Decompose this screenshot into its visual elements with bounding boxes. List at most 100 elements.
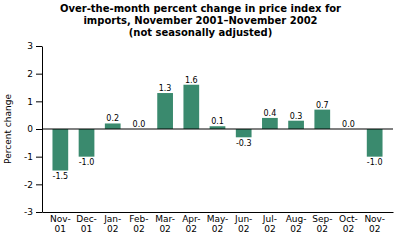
chart: Over-the-month percent change in price i…: [0, 0, 401, 238]
x-tick-label-line: 02: [238, 224, 249, 234]
x-tick-label: Nov-02: [364, 214, 385, 234]
y-tick-label: -3: [24, 207, 33, 217]
x-tick-label: Apr-02: [182, 214, 200, 234]
y-tick-mark: [36, 184, 42, 185]
x-tick-label-line: 01: [81, 224, 92, 234]
x-tick-label-line: 01: [55, 224, 66, 234]
x-tick-label-line: May-: [207, 214, 229, 224]
x-tick-label-line: Apr-: [182, 214, 200, 224]
y-axis: -3 -2 -1 0 1 2 3: [24, 41, 42, 217]
y-tick-label: -1: [24, 152, 33, 162]
x-tick-label: Oct-02: [339, 214, 358, 234]
x-tick: Sep-02: [312, 214, 332, 234]
x-tick-label-line: Oct-: [339, 214, 358, 224]
data-label: 0.7: [316, 101, 329, 110]
x-tick-label-line: Aug-: [286, 214, 307, 224]
x-tick-label: Sep-02: [312, 214, 332, 234]
y-tick-label: 3: [27, 41, 33, 51]
y-axis-label: Percent change: [3, 94, 13, 164]
x-tick: Jul-02: [262, 214, 277, 234]
y-tick-label: 0: [27, 124, 33, 134]
data-labels: -1.5-1.00.20.01.31.60.1-0.30.40.30.70.0-…: [53, 76, 383, 181]
x-tick-label-line: Feb-: [129, 214, 148, 224]
title: Over-the-month percent change in price i…: [60, 3, 341, 38]
title-line: Over-the-month percent change in price i…: [60, 3, 341, 14]
y-tick-label: -2: [24, 180, 33, 190]
y-tick: 0: [27, 124, 42, 134]
bar: [367, 129, 383, 157]
x-axis: Nov-01Dec-01Jan-02Feb-02Mar-02Apr-02May-…: [43, 213, 394, 235]
zero-line: [42, 129, 393, 130]
x-tick-label-line: 02: [107, 224, 118, 234]
x-tick-label: Jul-02: [262, 214, 277, 234]
data-label: 0.2: [106, 114, 119, 123]
x-tick: Apr-02: [182, 214, 200, 234]
x-tick-label-line: Nov-: [50, 214, 71, 224]
x-tick-label: Aug-02: [286, 214, 307, 234]
x-tick: Aug-02: [286, 214, 307, 234]
y-tick-mark: [36, 101, 42, 102]
x-tick: Dec-01: [76, 214, 97, 234]
x-tick: May-02: [207, 214, 229, 234]
y-tick-mark: [36, 74, 42, 75]
data-label: 0.0: [133, 120, 146, 129]
x-tick-label-line: 02: [186, 224, 197, 234]
y-tick-mark: [36, 129, 42, 130]
data-label: -1.5: [53, 172, 69, 181]
bar: [52, 129, 68, 171]
x-tick-label-line: 02: [212, 224, 223, 234]
x-tick-label-line: 02: [264, 224, 275, 234]
bar: [262, 118, 278, 129]
data-label: 0.3: [290, 112, 303, 121]
y-tick: 3: [27, 41, 42, 51]
y-tick: -2: [24, 180, 42, 190]
x-tick-label-line: Dec-: [76, 214, 97, 224]
bar: [183, 85, 199, 129]
data-label: 0.4: [264, 109, 277, 118]
x-tick-label-line: Nov-: [364, 214, 385, 224]
bar: [79, 129, 95, 157]
y-tick: 2: [27, 69, 42, 79]
x-tick-label-line: 02: [133, 224, 144, 234]
y-tick-label: 1: [27, 97, 33, 107]
x-tick: Oct-02: [339, 214, 358, 234]
bar: [105, 123, 121, 129]
data-label: -1.0: [79, 158, 95, 167]
y-tick-mark: [36, 157, 42, 158]
title-line: (not seasonally adjusted): [129, 27, 273, 38]
bar: [157, 93, 173, 129]
x-tick-label: Jan-02: [103, 214, 121, 234]
x-tick: Nov-01: [50, 214, 71, 234]
x-tick-label-line: 02: [343, 224, 354, 234]
x-tick-label-line: Sep-: [312, 214, 332, 224]
y-tick-mark: [36, 46, 42, 47]
x-tick-label-line: 02: [317, 224, 328, 234]
x-tick: Feb-02: [129, 214, 148, 234]
x-tick: Jan-02: [103, 214, 121, 234]
x-tick: Jun-02: [234, 214, 252, 234]
x-tick-label: Dec-01: [76, 214, 97, 234]
x-tick-label-line: Jun-: [234, 214, 252, 224]
data-label: 1.6: [185, 76, 198, 85]
x-tick-label-line: Jan-: [103, 214, 121, 224]
y-tick: -1: [24, 152, 42, 162]
x-tick-label-line: 02: [159, 224, 170, 234]
x-tick-label: Jun-02: [234, 214, 252, 234]
x-tick-label: May-02: [207, 214, 229, 234]
x-tick-label-line: 02: [369, 224, 380, 234]
data-label: 0.0: [342, 120, 355, 129]
bar: [236, 129, 252, 137]
x-tick-label: Nov-01: [50, 214, 71, 234]
data-label: 0.1: [211, 117, 224, 126]
y-tick-mark: [36, 212, 42, 213]
x-tick-label-line: 02: [290, 224, 301, 234]
x-tick-label-line: Jul-: [262, 214, 277, 224]
data-label: 1.3: [159, 84, 172, 93]
y-tick: -3: [24, 207, 42, 217]
y-tick-label: 2: [27, 69, 33, 79]
bar: [314, 110, 330, 129]
bar: [288, 121, 304, 129]
title-line: imports, November 2001–November 2002: [83, 15, 317, 26]
x-tick: Nov-02: [364, 214, 385, 234]
data-label: -0.3: [236, 139, 252, 148]
